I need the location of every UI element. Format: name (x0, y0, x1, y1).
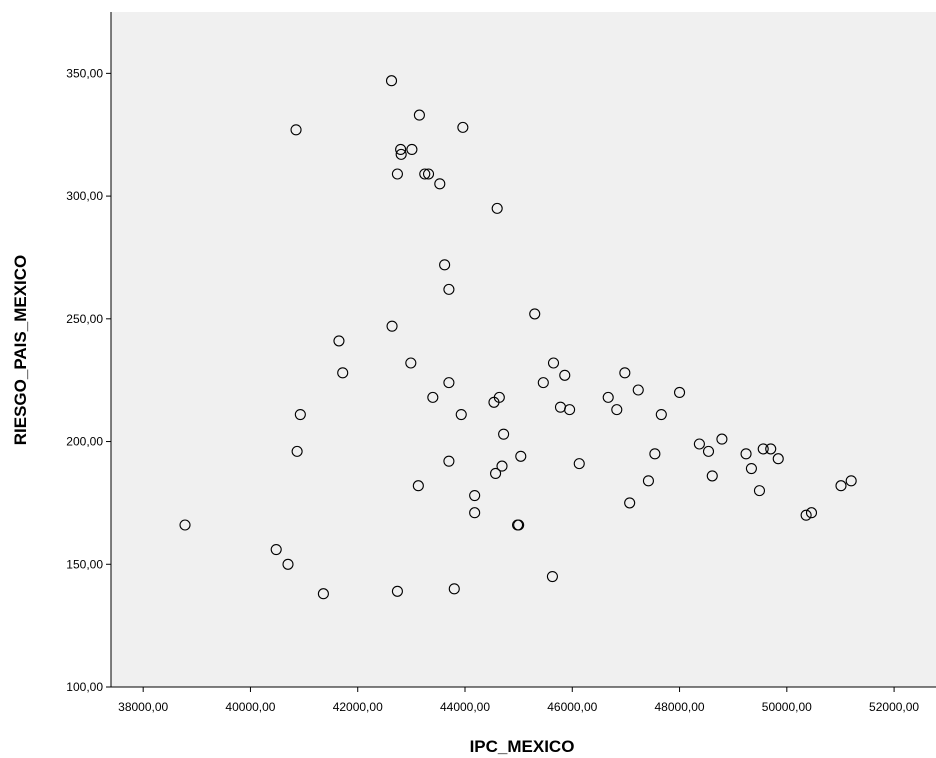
data-point (753, 485, 766, 497)
data-point (282, 558, 294, 570)
x-tick-label: 52000,00 (869, 700, 919, 714)
data-point (448, 583, 460, 595)
data-point (513, 519, 525, 531)
data-point (391, 168, 403, 180)
data-point (498, 428, 510, 440)
data-point (655, 408, 667, 421)
data-point (702, 445, 715, 457)
data-point (491, 202, 503, 214)
data-point (443, 455, 455, 467)
data-point (385, 75, 398, 87)
y-axis-title: RIESGO_PAIS_MEXICO (11, 255, 30, 446)
y-tick-label: 350,00 (66, 66, 103, 80)
x-tick-label: 44000,00 (440, 700, 490, 714)
data-point (469, 507, 481, 519)
data-point (547, 357, 560, 369)
x-tick-label: 48000,00 (655, 700, 705, 714)
data-point (564, 404, 576, 416)
data-point (270, 543, 282, 556)
x-tick-label: 42000,00 (333, 700, 383, 714)
data-point (624, 497, 636, 509)
data-point (602, 391, 614, 403)
data-point (537, 377, 549, 389)
data-point (434, 178, 446, 190)
data-point (333, 335, 345, 347)
data-point (693, 438, 705, 450)
data-point (611, 404, 623, 416)
data-point (845, 475, 857, 487)
data-point (405, 357, 417, 369)
data-point (386, 320, 398, 332)
data-point (469, 489, 481, 502)
data-point (337, 367, 349, 379)
data-point (413, 109, 425, 121)
data-point (493, 391, 505, 403)
x-axis-title: IPC_MEXICO (470, 737, 575, 756)
data-point (419, 168, 431, 180)
x-tick-label: 40000,00 (225, 700, 275, 714)
data-point (673, 386, 686, 399)
data-point (772, 453, 784, 465)
data-point (835, 480, 847, 492)
y-tick-label: 200,00 (66, 435, 103, 449)
x-tick-label: 46000,00 (547, 700, 597, 714)
data-point (294, 408, 306, 421)
x-tick-label: 38000,00 (118, 700, 168, 714)
y-axis-ticks: 100,00 150,00 200,00 250,00 300,00 350,00 (66, 66, 111, 694)
data-point (757, 443, 769, 455)
data-point (573, 458, 585, 470)
data-point (443, 377, 455, 389)
y-tick-label: 100,00 (66, 680, 103, 694)
data-point (745, 462, 757, 475)
data-point (546, 570, 558, 583)
data-point (529, 308, 541, 320)
data-point (642, 475, 654, 487)
data-point (291, 445, 303, 457)
data-point (443, 283, 455, 295)
data-point (439, 259, 451, 271)
data-point (395, 143, 407, 156)
x-axis-ticks: 38000,00 40000,00 42000,00 44000,00 46000,00… (118, 687, 919, 714)
data-points (179, 75, 857, 600)
y-tick-label: 300,00 (66, 189, 103, 203)
data-point (391, 585, 403, 597)
y-tick-label: 250,00 (66, 312, 103, 326)
data-point (649, 448, 661, 460)
data-point (559, 369, 571, 381)
data-point (716, 433, 728, 445)
x-tick-label: 50000,00 (762, 700, 812, 714)
data-point (422, 168, 435, 180)
data-point (179, 519, 191, 531)
data-point (496, 460, 508, 472)
y-tick-label: 150,00 (66, 557, 103, 571)
data-point (765, 443, 777, 455)
data-point (406, 143, 418, 156)
data-point (619, 367, 631, 379)
data-point (427, 391, 439, 403)
data-point (455, 408, 467, 421)
data-point (800, 509, 812, 521)
data-point (632, 384, 644, 396)
data-point (805, 507, 818, 519)
data-point (412, 480, 424, 492)
data-point (706, 470, 718, 482)
data-point (457, 121, 469, 133)
data-point (290, 124, 302, 136)
data-point (515, 450, 527, 462)
data-point (740, 448, 752, 460)
data-point (490, 467, 502, 480)
data-point (395, 148, 407, 160)
data-point (317, 588, 329, 600)
plot-area (111, 12, 936, 687)
